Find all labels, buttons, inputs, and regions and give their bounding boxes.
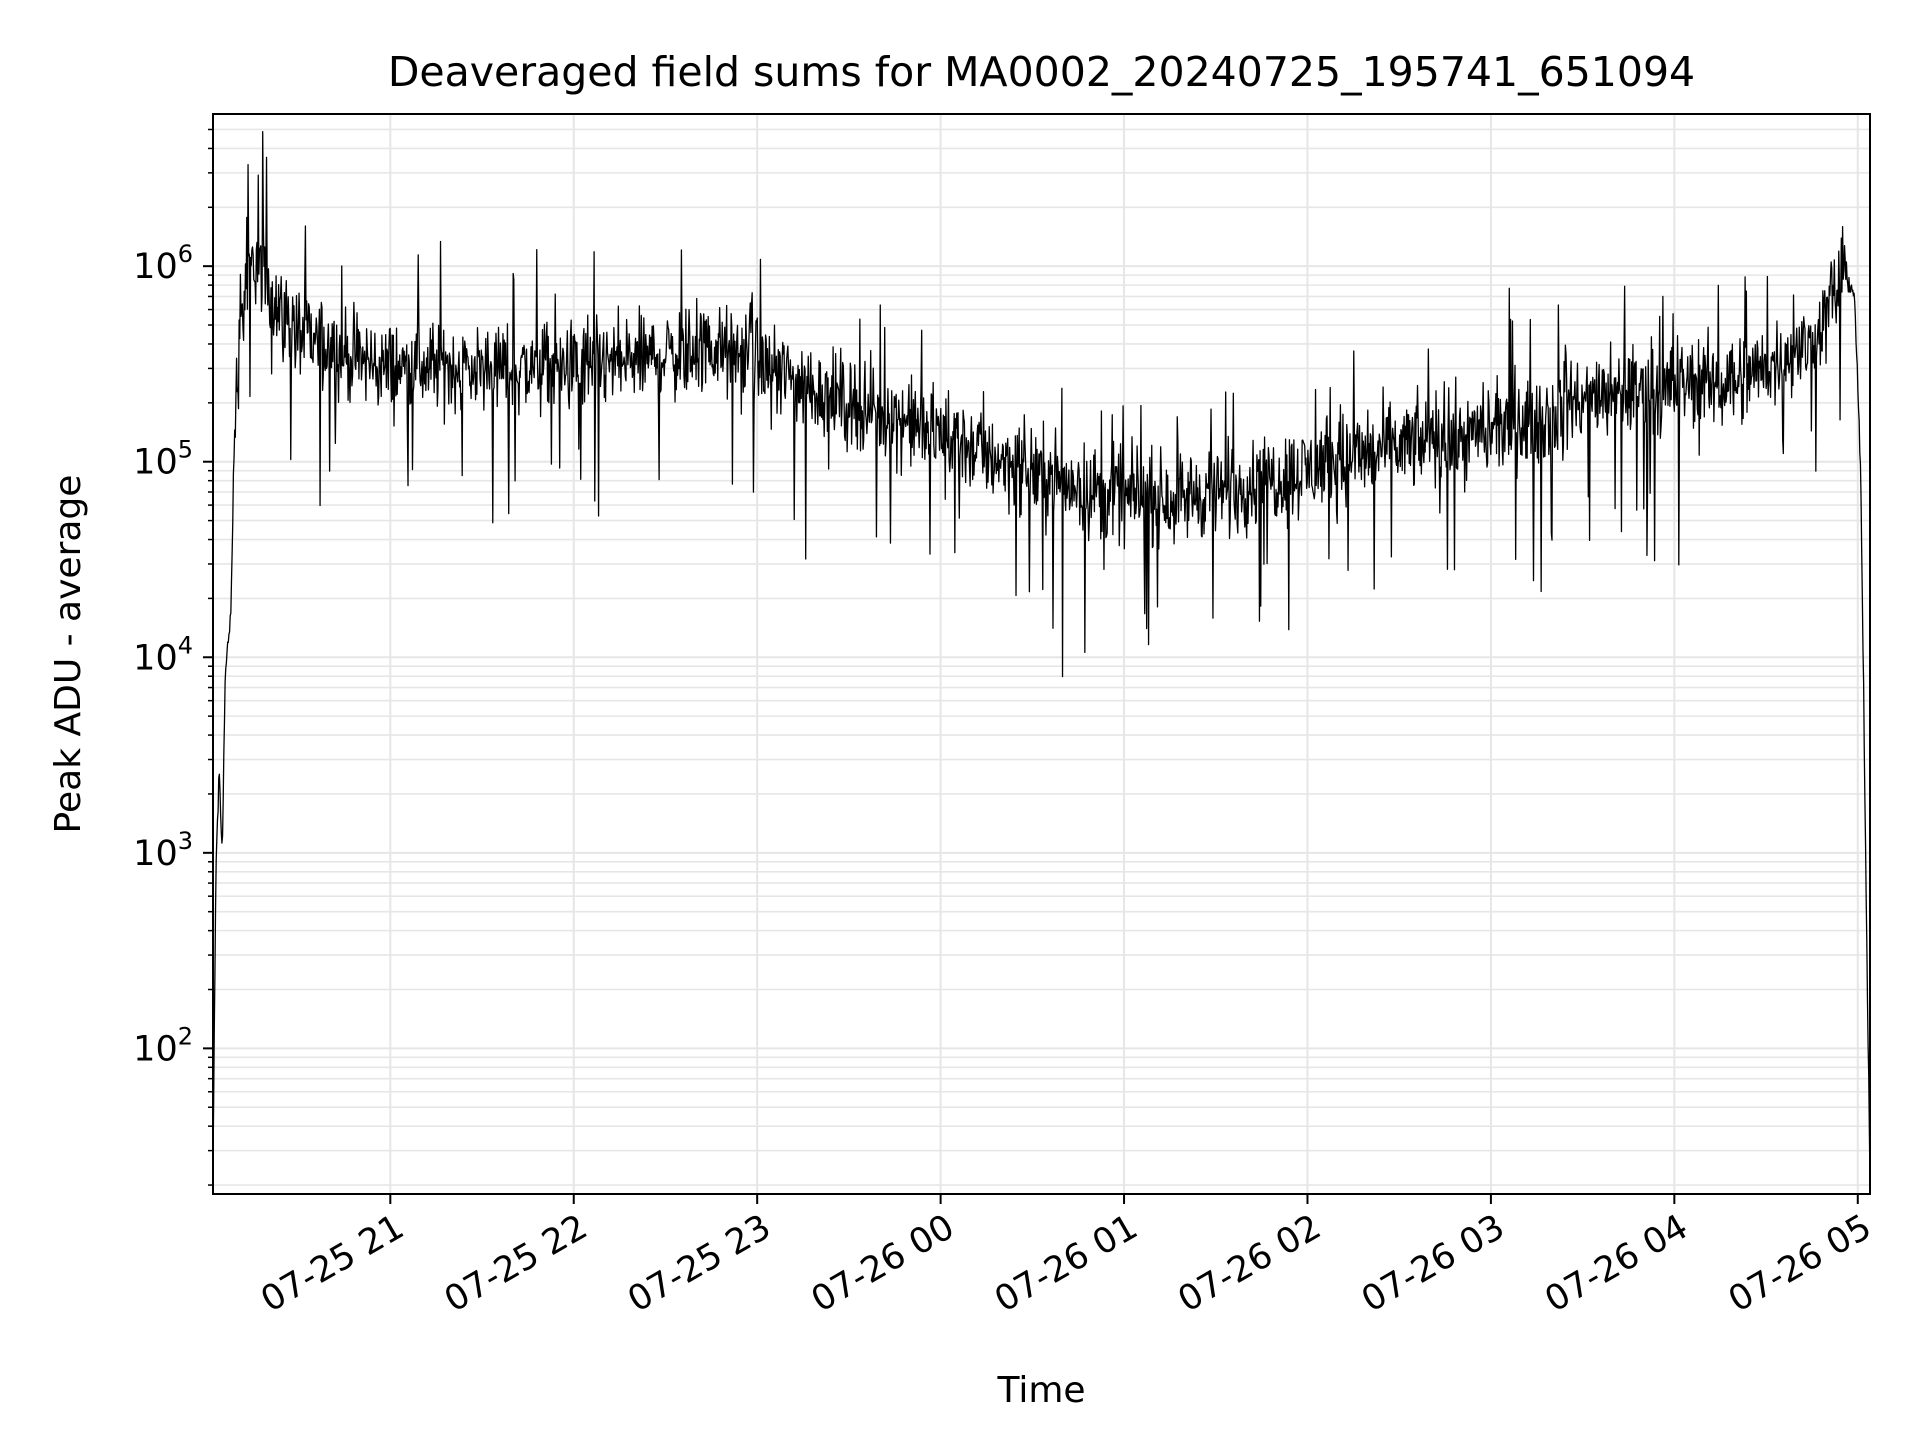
plot-frame xyxy=(212,113,1871,1195)
y-axis-label: Peak ADU - average xyxy=(48,475,89,834)
y-tick-label: 103 xyxy=(133,827,193,874)
grid-lines xyxy=(213,114,1870,1194)
y-tick-label: 106 xyxy=(133,240,193,287)
chart-title: Deaveraged field sums for MA0002_2024072… xyxy=(388,48,1695,96)
data-area xyxy=(212,131,1871,1184)
y-tick-label: 104 xyxy=(133,631,193,678)
y-tick-label: 102 xyxy=(133,1022,193,1069)
series-line xyxy=(212,131,1871,1184)
x-axis-label: Time xyxy=(996,1370,1085,1411)
y-tick-label: 105 xyxy=(133,436,193,483)
